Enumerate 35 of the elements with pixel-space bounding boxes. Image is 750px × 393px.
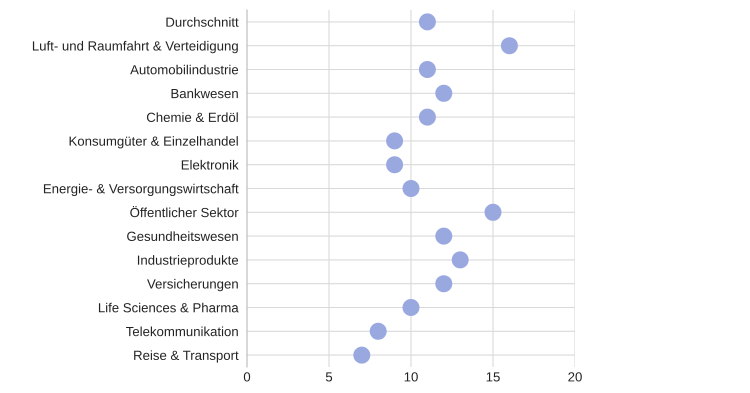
y-tick-label: Versicherungen: [147, 278, 238, 292]
point: [435, 228, 452, 245]
y-tick-label: Energie- & Versorgungswirtschaft: [44, 184, 239, 196]
point: [435, 84, 452, 102]
point: [500, 37, 518, 54]
y-tick-label: Durchschnitt: [166, 17, 239, 27]
y-tick-label: Bankwesen: [172, 88, 238, 98]
x-tick-label: 5: [326, 372, 332, 382]
y-tick-label: Industrieprodukte: [138, 255, 238, 268]
point: [402, 298, 420, 316]
y-tick-label: Elektronik: [182, 160, 239, 170]
y-tick-label: Konsumgüter & Einzelhandel: [70, 136, 238, 148]
y-tick-label: Telekommunikation: [126, 326, 238, 336]
point: [418, 60, 436, 78]
y-tick-label: Life Sciences & Pharma: [98, 302, 239, 312]
point: [386, 156, 404, 174]
y-tick-label: Öffentlicher Sektor: [130, 206, 238, 218]
point: [353, 346, 370, 364]
point: [418, 13, 436, 30]
point: [370, 322, 387, 340]
x-tick-label: 10: [404, 372, 418, 382]
point: [402, 180, 420, 198]
y-tick-label: Automobilindustrie: [130, 64, 238, 74]
x-tick-label: 15: [486, 372, 500, 382]
point: [452, 251, 469, 268]
y-tick-label: Gesundheitswesen: [127, 231, 238, 242]
y-tick-label: Reise & Transport: [134, 350, 239, 363]
point: [386, 132, 404, 150]
point: [418, 108, 436, 126]
point: [484, 204, 502, 221]
x-tick-label: 20: [568, 372, 582, 382]
y-tick-label: Luft- und Raumfahrt & Verteidigung: [32, 40, 238, 54]
x-tick-label: 0: [244, 372, 250, 382]
y-tick-label: Chemie & Erdöl: [146, 112, 238, 122]
point: [435, 275, 452, 292]
